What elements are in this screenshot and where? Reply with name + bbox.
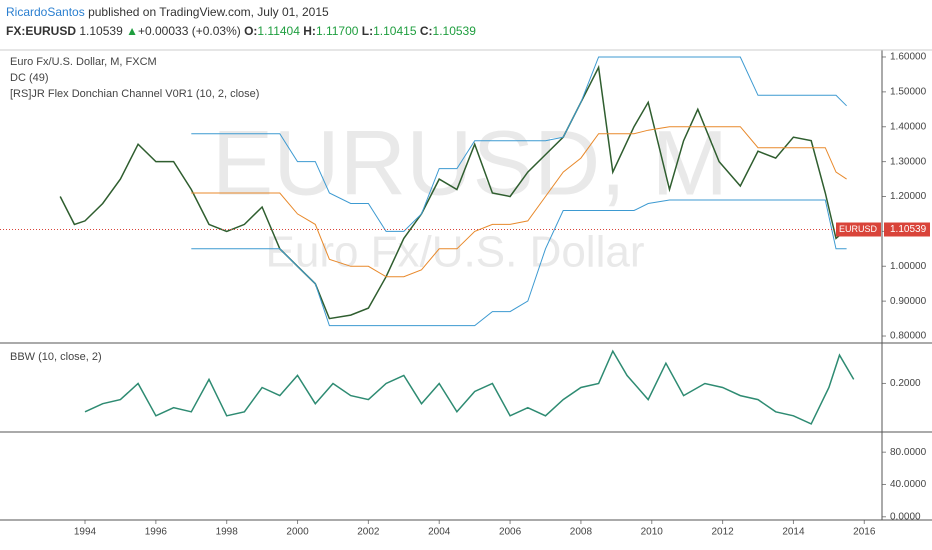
x-tick-label: 2014 [782,527,805,538]
change: +0.00033 (+0.03%) [137,24,241,38]
author[interactable]: RicardoSantos [6,5,85,19]
watermark: EURUSD, M [212,112,728,214]
x-tick-label: 2006 [499,527,522,538]
x-tick-label: 2012 [711,527,734,538]
x-tick-label: 2008 [570,527,593,538]
price-tag-bg [836,222,881,237]
y-tick-label: 0.80000 [890,331,927,342]
y-tick-label: 0.2000 [890,378,921,389]
symbol: FX:EURUSD [6,24,77,38]
price-axis-label: 1.10539 [890,224,927,235]
x-tick-label: 1998 [216,527,239,538]
y-tick-label: 1.50000 [890,86,927,97]
l-label: L: [361,24,374,38]
x-tick-label: 1996 [145,527,168,538]
x-tick-label: 1994 [74,527,97,538]
y-tick-label: 40.0000 [890,479,927,490]
pane-title: Euro Fx/U.S. Dollar, M, FXCM [10,56,157,68]
header-line: RicardoSantos published on TradingView.c… [6,3,476,22]
x-tick-label: 2010 [641,527,664,538]
o-label: O: [244,24,258,38]
x-tick-label: 2004 [428,527,451,538]
x-tick-label: 2000 [286,527,309,538]
open: 1.11404 [257,24,300,38]
h-label: H: [303,24,316,38]
arrow: ▲ [126,24,138,38]
series-line [84,349,855,425]
series-line [59,64,848,320]
price-axis-bg [884,222,930,237]
series-line [191,199,847,327]
x-tick-label: 2002 [357,527,380,538]
y-tick-label: 80.0000 [890,447,927,458]
high: 1.11700 [315,24,359,38]
header: RicardoSantos published on TradingView.c… [6,3,476,41]
series-line [191,56,847,232]
pane-annotation: DC (49) [10,72,49,84]
y-tick-label: 1.40000 [890,121,927,132]
pane-title: BBW (10, close, 2) [10,351,102,363]
y-tick-label: 0.0000 [890,511,921,522]
series-line [191,126,847,278]
price: 1.10539 [79,24,123,38]
quote-line: FX:EURUSD 1.10539 ▲+0.00033 (+0.03%) O:1… [6,22,476,41]
y-tick-label: 1.60000 [890,52,927,63]
close: 1.10539 [432,24,476,38]
pane-annotation: [RS]JR Flex Donchian Channel V0R1 (10, 2… [10,88,259,100]
watermark: Euro Fx/U.S. Dollar [266,228,645,277]
y-tick-label: 0.90000 [890,296,927,307]
published: published on TradingView.com, July 01, 2… [88,5,329,19]
x-tick-label: 2016 [853,527,876,538]
y-tick-label: 1.30000 [890,156,927,167]
c-label: C: [419,24,433,38]
y-tick-label: 1.00000 [890,261,927,272]
price-symbol: EURUSD [839,224,878,234]
low: 1.10415 [373,24,417,38]
y-tick-label: 1.20000 [890,191,927,202]
